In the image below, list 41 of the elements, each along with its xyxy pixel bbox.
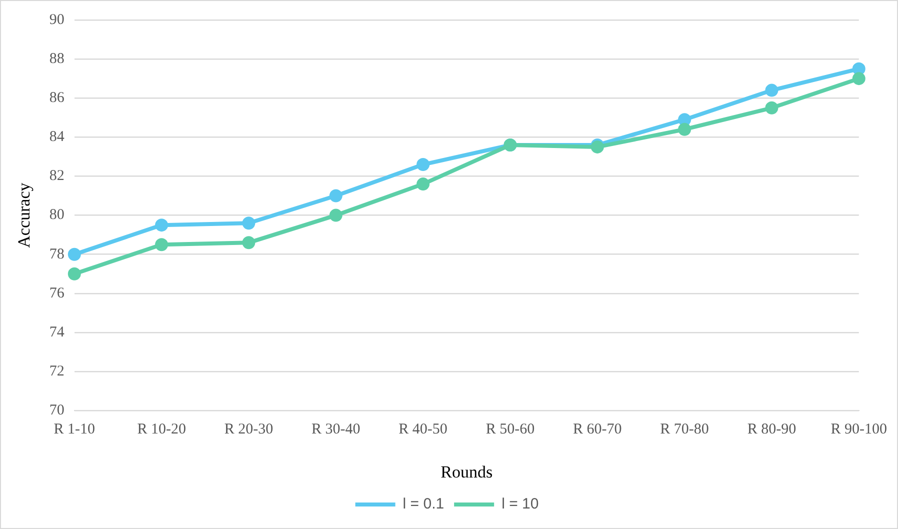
point (329, 189, 342, 202)
y-tick-label: 84 (49, 129, 65, 146)
legend-label: l = 10 (502, 496, 539, 513)
point (765, 101, 778, 114)
point (678, 122, 692, 136)
x-tick-label: R 80-90 (747, 422, 796, 438)
y-tick-label: 90 (49, 12, 64, 28)
point (852, 72, 866, 86)
y-tick-label: 76 (49, 285, 65, 302)
x-tick-label: R 1-10 (54, 422, 96, 438)
point (678, 113, 692, 126)
point (765, 84, 778, 97)
y-tick-label: 86 (49, 90, 65, 106)
point (155, 218, 168, 232)
point (242, 216, 256, 230)
y-tick-label: 78 (49, 246, 64, 262)
y-tick-label: 82 (49, 168, 64, 184)
point (68, 248, 81, 261)
y-tick-label: 80 (49, 207, 64, 224)
x-tick-label: R 30-40 (312, 422, 360, 438)
y-tick-label: 72 (49, 363, 64, 380)
x-tick-label: R 10-20 (137, 422, 186, 438)
point (416, 158, 430, 172)
x-tick-label: R 40-50 (398, 422, 448, 438)
x-tick-label: R 60-70 (573, 422, 622, 438)
x-tick-label: R 50-60 (486, 422, 535, 438)
x-tick-label: R 20-30 (224, 422, 274, 438)
y-tick-label: 74 (49, 324, 65, 340)
point (68, 267, 81, 280)
y-tick-label: 88 (49, 51, 64, 67)
point (329, 208, 342, 222)
point (416, 178, 430, 191)
point (242, 236, 256, 250)
y-axis-title: Accuracy (14, 182, 34, 248)
point (155, 238, 168, 252)
x-tick-label: R 70-80 (660, 422, 709, 438)
legend-label: l = 0.1 (402, 496, 444, 513)
y-tick-label: 70 (49, 402, 64, 419)
x-tick-label: R 90-100 (830, 422, 887, 438)
point (852, 62, 866, 76)
x-axis-title: Rounds (440, 462, 493, 482)
